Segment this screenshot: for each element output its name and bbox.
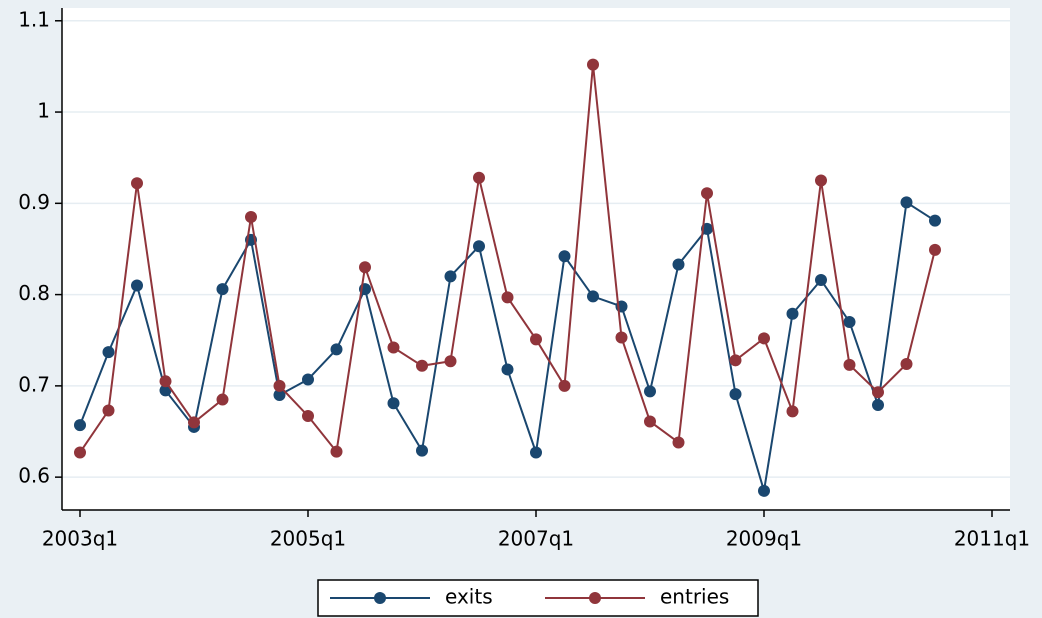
point — [615, 331, 628, 344]
y-tick-label: 0.8 — [18, 281, 50, 305]
point — [501, 363, 514, 376]
point — [387, 397, 400, 410]
x-tick-label: 2003q1 — [42, 527, 118, 551]
point — [558, 250, 571, 263]
y-tick-label: 0.9 — [18, 190, 50, 214]
point — [74, 446, 86, 459]
point — [872, 386, 884, 399]
point — [416, 359, 428, 372]
point — [387, 341, 400, 354]
point — [359, 261, 371, 274]
point — [900, 357, 913, 370]
point — [843, 358, 856, 371]
point — [416, 444, 428, 457]
point — [929, 214, 941, 227]
point — [587, 58, 599, 71]
y-tick-label: 1.1 — [18, 7, 50, 31]
point — [273, 388, 286, 401]
point — [273, 379, 286, 392]
point — [672, 436, 685, 449]
point — [644, 385, 656, 398]
point — [815, 273, 827, 286]
legend-label: exits — [445, 585, 493, 609]
point — [473, 171, 485, 184]
point — [131, 279, 143, 292]
point — [843, 315, 856, 328]
x-tick-label: 2011q1 — [954, 527, 1030, 551]
point — [644, 415, 656, 428]
point — [530, 333, 542, 346]
point — [558, 379, 571, 392]
point — [929, 243, 941, 256]
point — [786, 307, 799, 320]
point — [245, 211, 257, 224]
point — [102, 404, 115, 417]
point — [729, 388, 742, 401]
plot-area — [62, 8, 1010, 510]
point — [758, 484, 770, 497]
point — [729, 354, 742, 367]
point — [102, 346, 115, 359]
point — [444, 270, 457, 283]
x-tick-label: 2005q1 — [270, 527, 346, 551]
point — [216, 393, 229, 406]
legend-marker — [589, 592, 601, 604]
x-tick-label: 2009q1 — [726, 527, 802, 551]
point — [473, 240, 485, 253]
legend-label: entries — [660, 585, 729, 609]
point — [330, 445, 343, 458]
legend: exits entries — [317, 579, 759, 617]
point — [74, 419, 86, 432]
point — [900, 196, 913, 209]
point — [330, 343, 343, 356]
point — [302, 409, 314, 422]
point — [530, 446, 542, 459]
legend-marker — [374, 592, 386, 604]
y-tick-label: 0.7 — [18, 372, 50, 396]
point — [216, 283, 229, 296]
point — [302, 373, 314, 386]
point — [159, 384, 172, 397]
y-tick-label: 1 — [37, 99, 50, 123]
point — [672, 258, 685, 271]
point — [159, 375, 172, 388]
y-tick-label: 0.6 — [18, 464, 50, 488]
point — [786, 405, 799, 418]
point — [188, 416, 200, 429]
point — [872, 399, 884, 412]
point — [131, 177, 143, 190]
point — [758, 332, 770, 345]
point — [587, 290, 599, 303]
point — [501, 291, 514, 304]
point — [444, 355, 457, 368]
point — [701, 187, 713, 200]
x-tick-label: 2007q1 — [498, 527, 574, 551]
point — [815, 174, 827, 187]
